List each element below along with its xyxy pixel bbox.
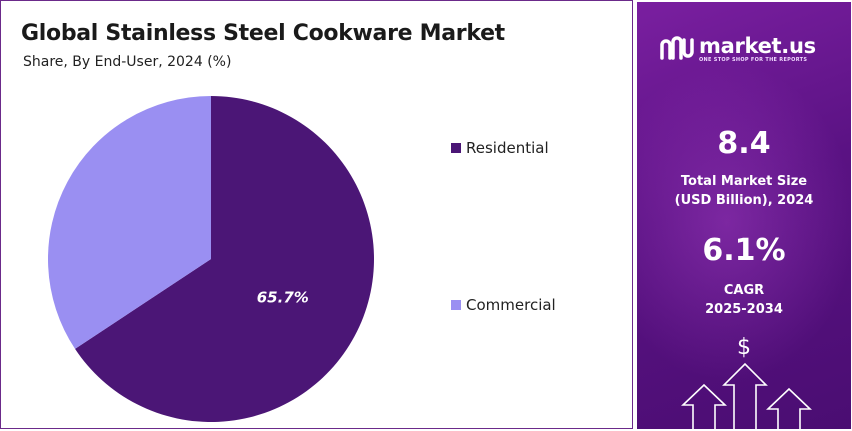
- market-us-logo-icon: [660, 36, 694, 60]
- brand-tagline: ONE STOP SHOP FOR THE REPORTS: [699, 57, 808, 63]
- cagr-label-line2: 2025-2034: [705, 302, 783, 317]
- market-size-label-line1: Total Market Size: [680, 174, 808, 189]
- up-arrow-icon: [681, 383, 727, 429]
- legend-swatch-commercial: [451, 300, 461, 310]
- market-size-label-line2: (USD Billion), 2024: [674, 193, 814, 208]
- legend-item-residential: Residential: [451, 139, 549, 157]
- chart-title: Global Stainless Steel Cookware Market: [21, 21, 505, 46]
- growth-arrows-graphic: $: [681, 335, 812, 429]
- legend-swatch-residential: [451, 143, 461, 153]
- legend-label-commercial: Commercial: [466, 296, 556, 314]
- background-glow: [637, 62, 851, 382]
- brand-name: market.us: [699, 34, 816, 58]
- pie-slice-commercial: [48, 96, 212, 349]
- dollar-icon: $: [737, 335, 751, 360]
- pie-data-label-residential: 65.7%: [257, 289, 309, 307]
- up-arrow-icon: [722, 362, 768, 429]
- cagr-value: 6.1%: [702, 233, 786, 268]
- brand-logo: market.us ONE STOP SHOP FOR THE REPORTS: [659, 35, 816, 63]
- pie-chart: 65.7%: [48, 96, 375, 422]
- chart-subtitle: Share, By End-User, 2024 (%): [23, 54, 232, 70]
- cagr-label-line1: CAGR: [723, 283, 765, 298]
- market-size-value: 8.4: [717, 126, 771, 161]
- legend-item-commercial: Commercial: [451, 296, 556, 314]
- chart-panel: Global Stainless Steel Cookware Market S…: [0, 0, 633, 429]
- pie-slice-residential: [75, 96, 375, 422]
- up-arrow-icon: [766, 387, 812, 429]
- legend-label-residential: Residential: [466, 139, 549, 157]
- summary-panel: market.us ONE STOP SHOP FOR THE REPORTS …: [637, 2, 851, 429]
